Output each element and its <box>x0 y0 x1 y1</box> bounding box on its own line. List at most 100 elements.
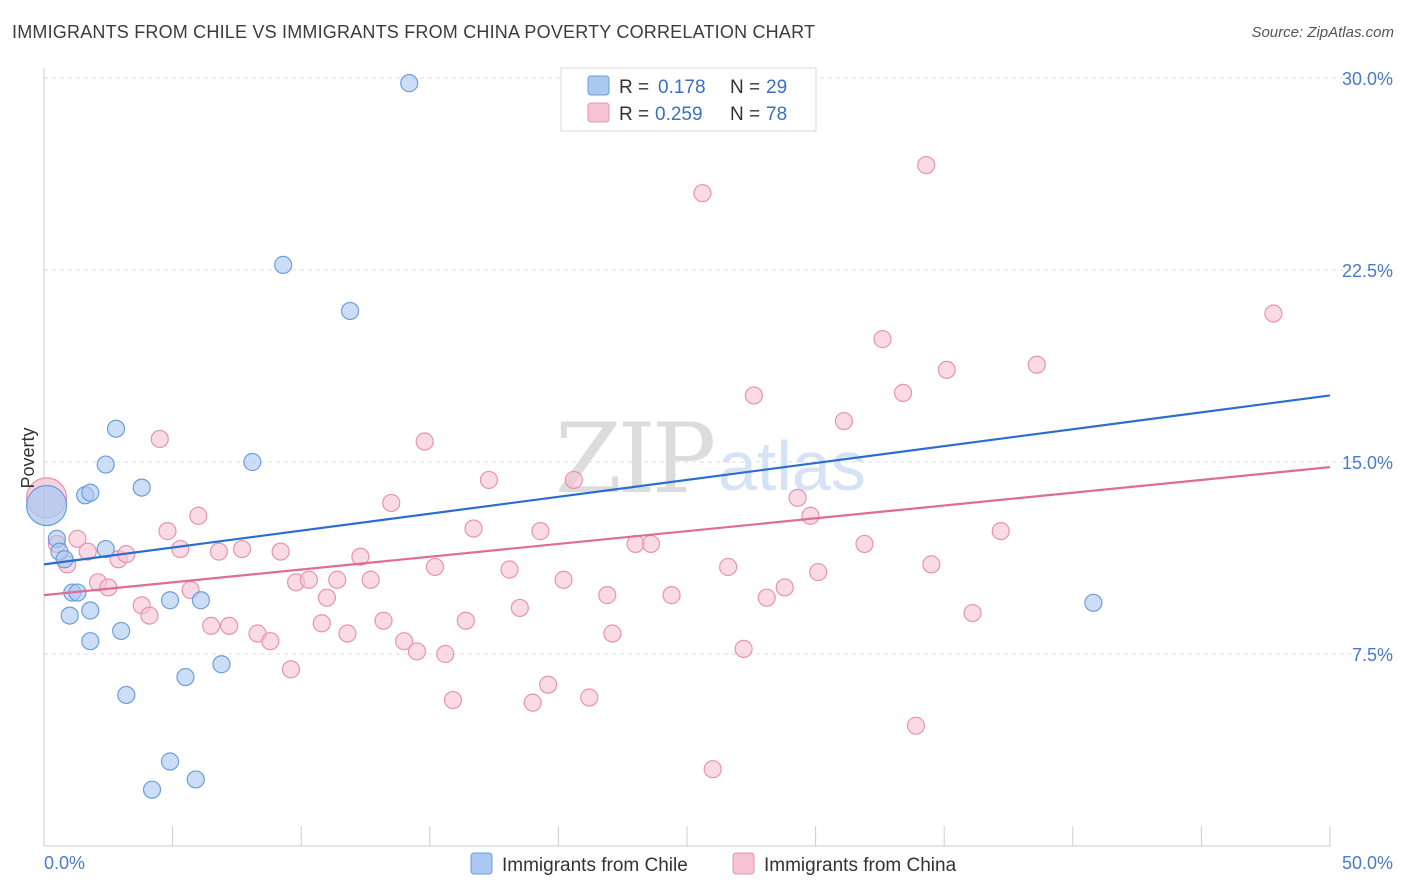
point-china <box>317 588 337 607</box>
tick-labels: 7.5% 15.0% 22.5% 30.0% 0.0% 50.0% <box>44 69 1393 873</box>
point-china <box>415 432 434 451</box>
point-china <box>906 716 926 735</box>
point-china <box>456 611 475 630</box>
point-chile <box>400 74 419 93</box>
point-china <box>922 555 941 574</box>
point-chile <box>186 770 205 789</box>
trend-line-chile <box>43 394 1331 566</box>
point-chile <box>160 752 180 771</box>
point-china <box>809 562 828 582</box>
scatter-points <box>25 74 1283 799</box>
point-china <box>189 506 208 525</box>
point-chile <box>243 452 262 472</box>
point-chile <box>340 301 360 321</box>
point-china <box>382 493 401 513</box>
point-china <box>158 522 177 541</box>
point-china <box>351 547 370 566</box>
trend-line-china <box>43 466 1331 597</box>
point-china <box>443 690 463 710</box>
legend-bottom-label-china: Immigrants from China <box>764 855 957 876</box>
point-china <box>425 557 445 577</box>
point-china <box>328 570 347 589</box>
legend-n-value-china: 78 <box>766 104 787 125</box>
point-china <box>202 616 221 635</box>
point-chile <box>176 667 195 687</box>
point-china <box>361 570 380 589</box>
point-china <box>338 624 357 643</box>
point-china <box>171 539 190 559</box>
point-china <box>564 470 583 490</box>
point-china <box>641 534 661 554</box>
x-tick-label-max: 50.0% <box>1342 853 1393 873</box>
legend-top: R = 0.178 N = 29 R = 0.259 N = 78 <box>560 67 817 132</box>
point-chile <box>117 685 136 705</box>
grid-lines <box>44 77 1392 655</box>
point-chile <box>274 255 293 274</box>
legend-bottom: Immigrants from Chile Immigrants from Ch… <box>470 852 957 876</box>
legend-r-value-china: 0.259 <box>655 104 703 125</box>
point-china <box>500 560 519 579</box>
y-tick-label: 22.5% <box>1342 261 1393 281</box>
source-credit: Source: ZipAtlas.com <box>1251 24 1394 41</box>
point-china <box>150 429 169 449</box>
legend-r-label-chile: R = <box>619 77 649 98</box>
legend-bottom-swatch-china <box>732 852 755 875</box>
y-axis-title: Poverty <box>18 427 38 488</box>
point-china <box>775 578 794 597</box>
point-china <box>394 632 414 651</box>
point-chile <box>55 550 74 569</box>
point-china <box>312 614 331 633</box>
point-china <box>662 586 681 605</box>
point-china <box>479 470 499 490</box>
point-china <box>937 360 956 379</box>
point-chile <box>132 478 151 497</box>
trend-lines <box>43 394 1331 597</box>
legend-n-value-chile: 29 <box>766 77 787 98</box>
point-china <box>539 675 558 694</box>
legend-n-label-china: N = <box>730 104 760 125</box>
point-chile <box>160 591 180 610</box>
point-chile <box>106 419 126 438</box>
point-china <box>232 539 252 559</box>
legend-r-value-chile: 0.178 <box>658 77 706 98</box>
point-chile <box>81 632 100 651</box>
point-china <box>261 632 280 651</box>
point-chile <box>112 621 131 641</box>
point-china <box>510 598 529 618</box>
point-china <box>374 611 393 630</box>
point-china <box>734 639 753 658</box>
point-china <box>436 644 455 664</box>
point-china <box>1264 304 1283 323</box>
point-china <box>299 570 319 589</box>
point-china <box>626 534 645 554</box>
point-china <box>68 529 87 548</box>
y-tick-label: 7.5% <box>1352 645 1393 665</box>
point-china <box>917 155 936 175</box>
point-china <box>271 542 290 561</box>
x-tick-label-min: 0.0% <box>44 853 85 873</box>
point-china <box>744 386 763 405</box>
point-china <box>580 688 599 707</box>
point-china <box>834 411 853 431</box>
point-chile <box>191 591 210 610</box>
point-chile <box>96 539 115 559</box>
point-china <box>703 760 722 779</box>
point-china <box>209 542 228 561</box>
legend-n-label-chile: N = <box>730 77 760 98</box>
point-china <box>801 506 820 525</box>
point-china <box>893 383 913 402</box>
legend-swatch-chile <box>587 75 610 96</box>
legend-swatch-china <box>587 102 610 123</box>
point-china <box>873 330 892 349</box>
point-china <box>603 624 622 643</box>
point-china <box>281 660 301 679</box>
point-china <box>220 616 239 635</box>
legend-bottom-swatch-chile <box>470 852 493 875</box>
point-chile <box>1084 593 1103 612</box>
point-china <box>78 542 97 561</box>
point-china <box>531 522 550 541</box>
point-chile <box>96 455 115 474</box>
point-china <box>788 488 807 507</box>
point-chile <box>60 606 79 625</box>
axes <box>43 68 1331 847</box>
